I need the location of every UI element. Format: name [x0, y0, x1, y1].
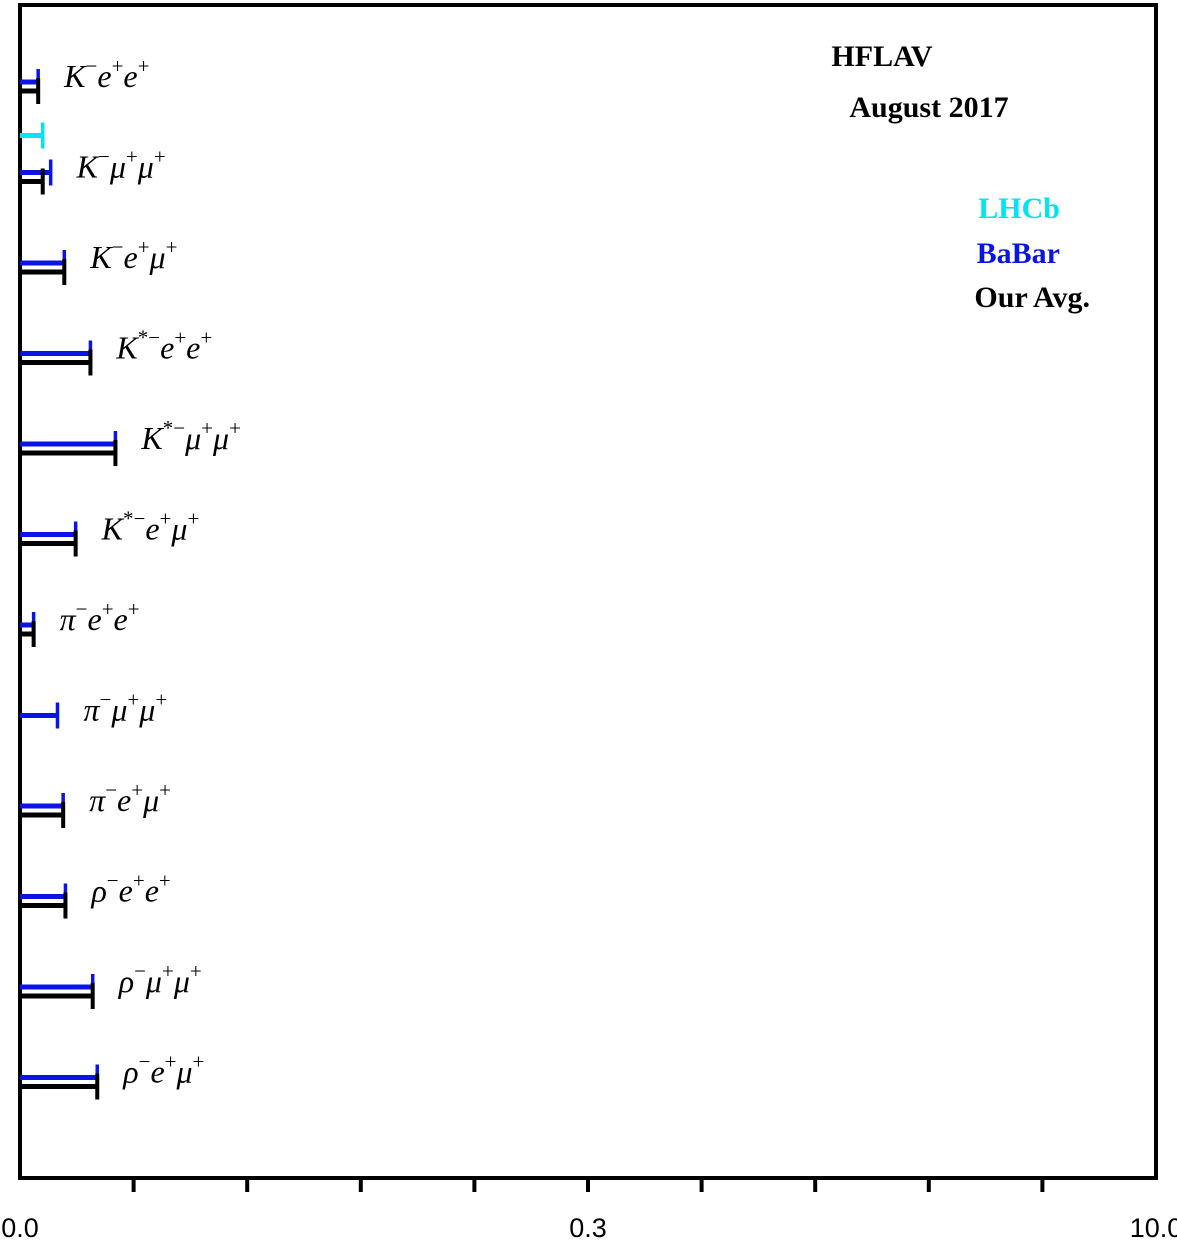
- decay-label: ρ−e+μ+: [122, 1050, 204, 1090]
- bar-our-avg: [20, 530, 78, 557]
- info-box: HFLAV August 2017 LHCb BaBar Our Avg.: [831, 40, 1090, 314]
- legend-entry-lhcb: LHCb: [978, 192, 1060, 225]
- decay-label: K*−e+e+: [115, 326, 212, 366]
- plot-frame: [18, 3, 1158, 1180]
- decay-label: ρ−e+e+: [90, 869, 170, 909]
- decay-label: ρ−μ+μ+: [118, 959, 202, 999]
- decay-label: K−μ+μ+: [76, 145, 166, 185]
- decay-label: π−μ+μ+: [83, 688, 167, 728]
- x-tick-label: 0.3: [569, 1213, 607, 1243]
- x-tick-label: 0.0: [1, 1213, 39, 1243]
- legend-entry-babar: BaBar: [977, 237, 1060, 270]
- legend-entry-our-avg: Our Avg.: [974, 281, 1090, 314]
- x-axis: 0.0 0.3 10.0: [1, 1178, 1177, 1243]
- bar-our-avg: [20, 349, 93, 376]
- bar-our-avg: [20, 259, 67, 285]
- bar-our-avg: [20, 892, 68, 919]
- bar-our-avg: [20, 1073, 100, 1100]
- decay-label: K*−e+μ+: [101, 507, 200, 547]
- bar-our-avg: [20, 983, 95, 1009]
- bar-our-avg: [20, 440, 118, 466]
- bar-our-avg: [20, 621, 36, 647]
- bar-lhcb: [20, 122, 45, 149]
- decay-label: K−e+e+: [63, 54, 149, 94]
- decay-label: π−e+μ+: [89, 778, 171, 818]
- annotation-line: August 2017: [849, 91, 1008, 124]
- decay-label: K−e+μ+: [89, 235, 177, 275]
- bar-our-avg: [20, 168, 45, 195]
- bar-babar: [20, 702, 60, 729]
- annotation-line: HFLAV: [831, 40, 932, 73]
- bar-babar: [20, 159, 53, 186]
- x-tick-label: 10.0: [1130, 1213, 1177, 1243]
- decay-labels-layer: K−e+e+ K−μ+μ+ K−e+μ+ K*−e+e+ K*−μ+μ+ K*−e+μ+ π…: [60, 54, 241, 1090]
- decay-label: K*−μ+μ+: [140, 416, 241, 456]
- decay-label: π−e+e+: [60, 597, 140, 637]
- bars-layer: [20, 69, 118, 1100]
- bar-our-avg: [20, 78, 41, 104]
- bar-our-avg: [20, 802, 66, 828]
